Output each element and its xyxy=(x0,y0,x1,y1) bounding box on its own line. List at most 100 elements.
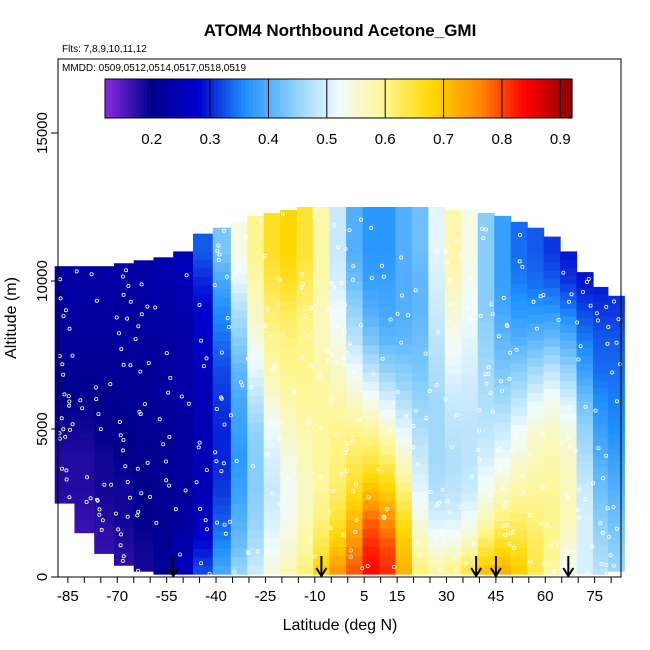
observation-point xyxy=(68,427,73,432)
heatmap-cell xyxy=(411,344,429,355)
heatmap-cell xyxy=(247,278,265,289)
colorbar-segment xyxy=(303,79,308,118)
observation-point xyxy=(508,531,513,536)
observation-point xyxy=(270,491,275,496)
heatmap-cell xyxy=(230,389,248,399)
heatmap-cell xyxy=(477,420,495,431)
heatmap-cell xyxy=(411,317,429,327)
heatmap-cell xyxy=(543,363,561,373)
observation-point xyxy=(204,356,209,361)
heatmap-cell xyxy=(94,309,115,318)
heatmap-cell xyxy=(263,375,281,386)
heatmap-cell xyxy=(395,381,413,392)
heatmap-cell xyxy=(576,332,594,341)
heatmap-cell xyxy=(477,546,495,557)
heatmap-cell xyxy=(329,326,347,337)
observation-point xyxy=(490,311,495,316)
heatmap-cell xyxy=(461,346,479,357)
heatmap-cell xyxy=(411,473,429,483)
colorbar-segment xyxy=(264,79,270,118)
heatmap-cell xyxy=(133,268,155,277)
colorbar-segment xyxy=(377,79,382,118)
heatmap-cell xyxy=(461,519,479,530)
observation-point xyxy=(563,491,568,496)
heatmap-cell xyxy=(280,355,298,366)
colorbar-segment xyxy=(202,79,207,118)
observation-point xyxy=(357,418,362,423)
heatmap-cell xyxy=(263,474,281,485)
heatmap-cell xyxy=(280,310,298,320)
aircraft-observation-points xyxy=(57,208,623,576)
heatmap-cell xyxy=(113,429,135,438)
x-tick-label: 5 xyxy=(360,588,368,605)
heatmap-cell xyxy=(461,392,479,402)
heatmap-cell xyxy=(313,500,331,511)
heatmap-cell xyxy=(212,435,232,445)
heatmap-cell xyxy=(313,518,331,529)
heatmap-cell xyxy=(296,537,314,548)
heatmap-cell xyxy=(510,512,528,522)
observation-point xyxy=(399,340,404,345)
heatmap-cell xyxy=(395,500,413,511)
profile-arrow xyxy=(167,556,180,578)
heatmap-cell xyxy=(247,421,265,432)
heatmap-cell xyxy=(212,522,232,532)
heatmap-cell xyxy=(329,418,347,428)
observation-point xyxy=(471,303,476,308)
heatmap-cell xyxy=(74,519,95,527)
heatmap-cell xyxy=(173,323,194,333)
observation-point xyxy=(430,210,435,215)
heatmap-cell xyxy=(607,460,625,469)
heatmap-cell xyxy=(494,493,512,503)
observation-point xyxy=(67,399,72,404)
heatmap-cell xyxy=(247,260,265,271)
heatmap-cell xyxy=(593,516,609,525)
observation-point xyxy=(117,419,122,424)
observation-point xyxy=(540,432,545,437)
heatmap-cell xyxy=(494,296,512,307)
heatmap-cell xyxy=(263,555,281,566)
observation-point xyxy=(541,485,546,490)
heatmap-cell xyxy=(607,474,625,483)
heatmap-cell xyxy=(379,509,397,520)
heatmap-cell xyxy=(510,556,528,566)
heatmap-cell xyxy=(494,224,512,235)
observation-point xyxy=(299,272,304,277)
observation-point xyxy=(606,324,611,329)
heatmap-cell xyxy=(173,412,194,422)
colorbar-segment xyxy=(322,79,328,118)
heatmap-cell xyxy=(428,252,446,263)
heatmap-cell xyxy=(593,538,609,546)
heatmap-cell xyxy=(212,262,232,272)
observation-point xyxy=(128,299,133,304)
colorbar-segment xyxy=(326,79,332,118)
heatmap-cell xyxy=(560,356,578,365)
heatmap-cell xyxy=(444,464,462,475)
heatmap-cell xyxy=(173,517,194,527)
heatmap-cell xyxy=(362,555,380,566)
heatmap-cell xyxy=(74,466,95,474)
heatmap-cell xyxy=(379,564,397,575)
heatmap-cell xyxy=(280,328,298,338)
observation-point xyxy=(102,482,107,487)
heatmap-cell xyxy=(543,304,561,314)
heatmap-cell xyxy=(247,448,265,459)
heatmap-cell xyxy=(296,307,314,318)
heatmap-cell xyxy=(428,262,446,272)
heatmap-cell xyxy=(153,336,174,346)
heatmap-cell xyxy=(212,271,232,281)
colorbar-tick-label: 0.4 xyxy=(258,131,279,148)
heatmap-cell xyxy=(113,331,135,340)
heatmap-cell xyxy=(133,431,155,440)
heatmap-cell xyxy=(576,475,594,485)
heatmap-cell xyxy=(113,534,135,544)
observation-point xyxy=(590,544,595,549)
observation-point xyxy=(308,537,313,542)
heatmap-cell xyxy=(346,207,364,217)
heatmap-cell xyxy=(379,454,397,465)
heatmap-cell xyxy=(444,300,462,311)
heatmap-cell xyxy=(395,207,413,217)
observation-point xyxy=(139,312,144,317)
observation-point xyxy=(126,283,131,288)
heatmap-cell xyxy=(510,230,528,241)
